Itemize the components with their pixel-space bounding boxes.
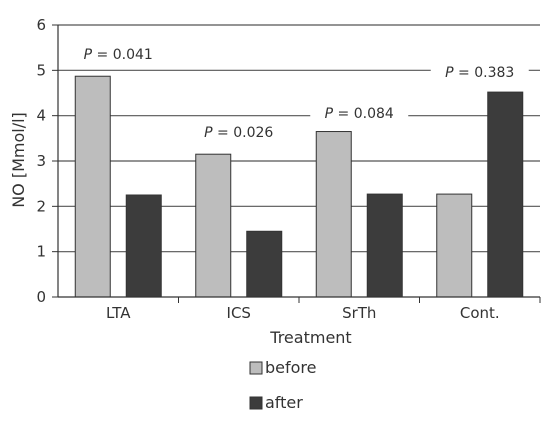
p-value-annotation: P = 0.383: [445, 65, 514, 81]
bar-after: [487, 91, 524, 298]
p-value: = 0.383: [454, 65, 515, 81]
annotation-backdrop: [430, 63, 529, 81]
bar-before: [74, 75, 111, 298]
x-tick-label: Cont.: [460, 304, 500, 322]
y-tick-label: 1: [36, 243, 46, 261]
y-tick-label: 5: [36, 61, 46, 79]
p-value: = 0.041: [92, 47, 153, 63]
bar-before: [436, 193, 473, 298]
annotation-backdrop: [310, 104, 409, 122]
legend-label-before: before: [265, 358, 317, 377]
legend-swatch-before: [249, 361, 263, 375]
bar-after: [246, 230, 283, 298]
x-tick-label: LTA: [106, 304, 131, 322]
p-symbol: P: [84, 47, 93, 63]
p-value-annotation: P = 0.041: [84, 47, 153, 63]
bar-before: [315, 131, 352, 298]
p-value: = 0.084: [333, 106, 394, 122]
p-symbol: P: [204, 125, 213, 141]
y-axis-title: NO [Mmol/l]: [9, 112, 28, 208]
bars: [74, 75, 524, 298]
y-tick-label: 4: [36, 107, 46, 125]
y-tick-label: 2: [36, 197, 46, 215]
legend-swatch-after: [249, 396, 263, 410]
annotation-backdrop: [189, 123, 288, 141]
annotation-backdrop: [69, 45, 168, 63]
bar-after: [125, 194, 162, 298]
p-symbol: P: [445, 65, 454, 81]
x-tick-label: SrTh: [342, 304, 376, 322]
legend-label-after: after: [265, 393, 303, 412]
x-tick-label: ICS: [227, 304, 251, 322]
p-value-annotation: P = 0.026: [204, 125, 273, 141]
axes: LTA ICS SrTh Cont. 0 1 2 3 4 5 6: [36, 16, 541, 322]
p-symbol: P: [325, 106, 334, 122]
bar-before: [195, 153, 232, 298]
y-tick-label: 3: [36, 152, 46, 170]
x-axis-title: Treatment: [269, 328, 351, 347]
p-value: = 0.026: [213, 125, 274, 141]
p-value-annotation: P = 0.084: [325, 106, 394, 122]
bar-after: [366, 193, 403, 298]
y-tick-label: 0: [36, 288, 46, 306]
legend: before after: [249, 358, 317, 412]
y-tick-label: 6: [36, 16, 46, 34]
